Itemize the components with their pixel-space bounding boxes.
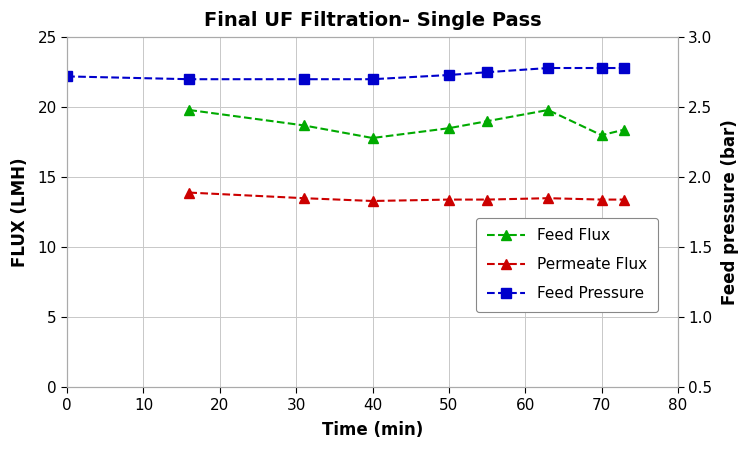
Y-axis label: FLUX (LMH): FLUX (LMH) [11,158,29,267]
Permeate Flux [444,197,453,202]
Line: Feed Flux: Feed Flux [184,105,629,143]
Feed Flux [597,132,606,138]
Line: Permeate Flux: Permeate Flux [184,188,629,206]
Feed Pressure [620,65,629,71]
Feed Flux [620,127,629,132]
Permeate Flux [184,190,194,195]
Feed Flux [544,107,553,112]
Feed Pressure [62,74,71,79]
Y-axis label: Feed pressure (bar): Feed pressure (bar) [721,119,739,305]
X-axis label: Time (min): Time (min) [322,421,423,439]
Feed Pressure [299,76,308,82]
Permeate Flux [620,197,629,202]
Feed Flux [184,107,194,112]
Feed Flux [444,126,453,131]
Title: Final UF Filtration- Single Pass: Final UF Filtration- Single Pass [204,11,542,30]
Feed Pressure [184,76,194,82]
Feed Pressure [444,72,453,78]
Feed Pressure [597,65,606,71]
Feed Flux [299,123,308,128]
Permeate Flux [597,197,606,202]
Permeate Flux [544,195,553,201]
Permeate Flux [482,197,491,202]
Legend: Feed Flux, Permeate Flux, Feed Pressure: Feed Flux, Permeate Flux, Feed Pressure [476,218,658,311]
Feed Flux [368,135,377,141]
Permeate Flux [299,195,308,201]
Feed Flux [482,118,491,124]
Line: Feed Pressure: Feed Pressure [62,63,629,84]
Feed Pressure [368,76,377,82]
Feed Pressure [544,65,553,71]
Permeate Flux [368,198,377,204]
Feed Pressure [482,69,491,75]
